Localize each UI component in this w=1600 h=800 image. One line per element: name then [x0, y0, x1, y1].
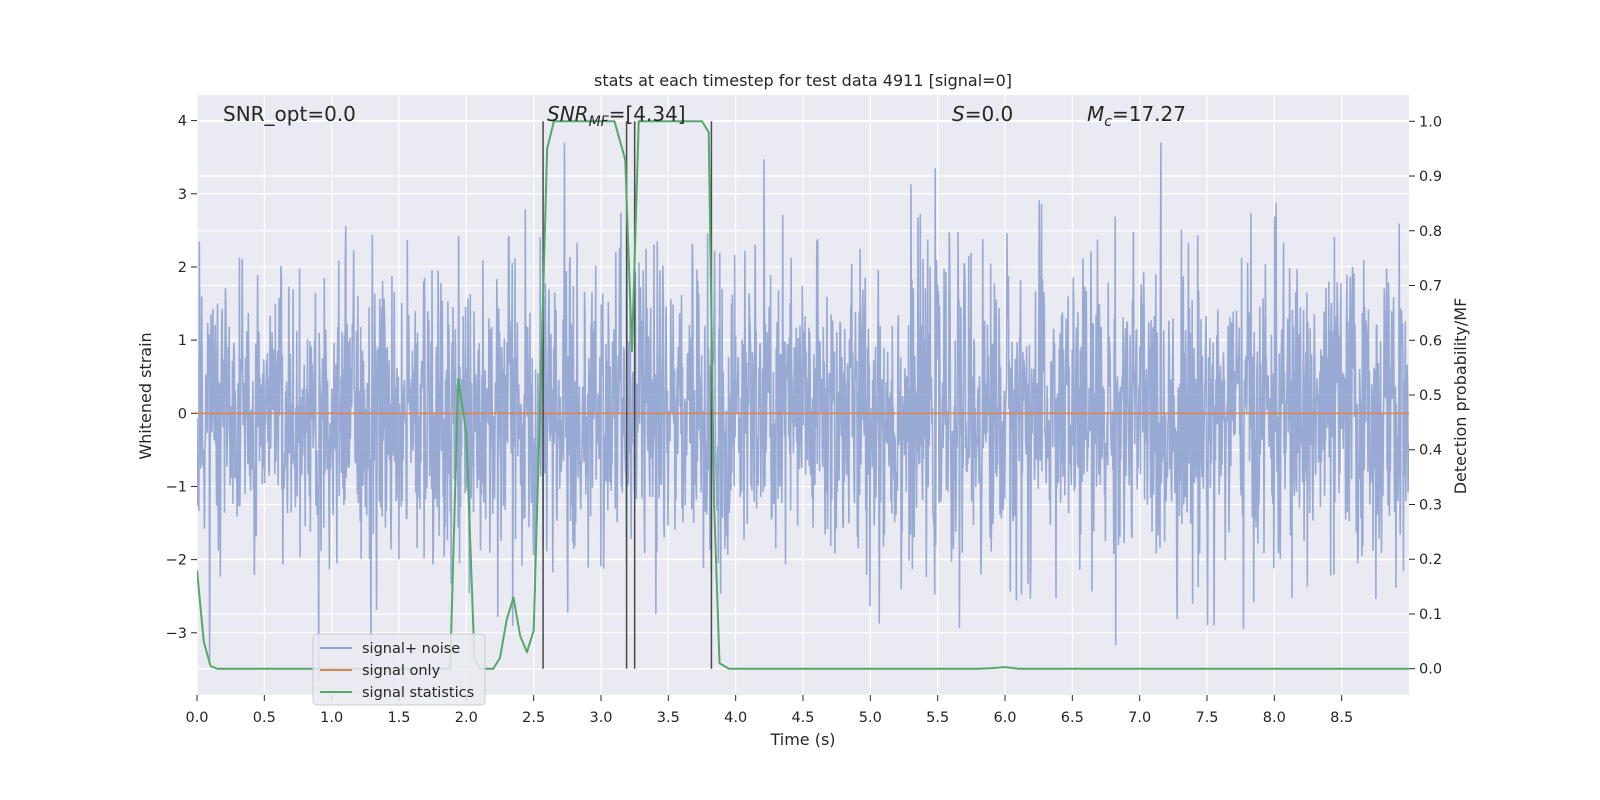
y-axis-right-ticks: 0.0 0.1 0.2 0.3 0.4 0.5 0.6 0.7 0.8 0.9 1.0 [1409, 114, 1442, 678]
annotation-snr-opt: SNR_opt=0.0 [223, 102, 356, 126]
legend: signal+ noise signal only signal statist… [312, 633, 486, 706]
annotation-mc-value: =17.27 [1112, 102, 1186, 126]
annotation-snr-mf: SNRMF=[4.34] [547, 102, 686, 130]
x-tick-label: 5.0 [859, 710, 882, 726]
annotation-snr-mf-value: =[4.34] [609, 102, 686, 126]
chart-title: stats at each timestep for test data 491… [594, 71, 1012, 90]
x-tick-label: 7.5 [1195, 710, 1218, 726]
x-tick-label: 4.5 [791, 710, 814, 726]
x-tick-label: 8.5 [1330, 710, 1353, 726]
legend-label-signal-noise: signal+ noise [362, 641, 460, 657]
legend-box [312, 633, 486, 706]
x-tick-label: 2.0 [455, 710, 478, 726]
x-tick-label: 7.0 [1128, 710, 1151, 726]
annotation-mc: Mc=17.27 [1087, 102, 1186, 130]
signal-noise-series [197, 142, 1409, 682]
x-tick-label: 0.0 [185, 710, 208, 726]
x-tick-label: 1.0 [320, 710, 343, 726]
signal-noise-line [197, 142, 1409, 682]
y-right-tick-label: 0.9 [1419, 169, 1442, 185]
y-left-tick-label: 0 [178, 406, 187, 422]
y-right-tick-label: 0.4 [1419, 443, 1442, 459]
y-right-tick-label: 0.3 [1419, 497, 1442, 513]
y-right-tick-label: 0.2 [1419, 552, 1442, 568]
y-left-tick-label: 4 [178, 114, 187, 130]
x-tick-label: 4.0 [724, 710, 747, 726]
x-tick-label: 6.0 [993, 710, 1016, 726]
y-right-tick-label: 0.0 [1419, 662, 1442, 678]
legend-label-signal-statistics: signal statistics [362, 685, 474, 701]
y-right-tick-label: 0.1 [1419, 607, 1442, 623]
y-left-tick-label: −1 [166, 479, 187, 495]
y-left-tick-label: 2 [178, 260, 187, 276]
legend-label-signal-only: signal only [362, 663, 441, 679]
y-right-tick-label: 0.8 [1419, 224, 1442, 240]
annotation-snr-mf-sub: MF [589, 114, 610, 130]
annotation-s-main: S [952, 102, 965, 126]
x-tick-label: 8.0 [1263, 710, 1286, 726]
annotation-mc-sub: c [1104, 114, 1112, 130]
y-axis-right-label: Detection probability/MF [1451, 298, 1470, 495]
x-tick-label: 5.5 [926, 710, 949, 726]
y-left-tick-label: −2 [166, 553, 187, 569]
y-left-tick-label: 3 [178, 187, 187, 203]
x-axis-ticks: 0.0 0.5 1.0 1.5 2.0 2.5 3.0 3.5 4.0 4.5 5.0 5.5 6.0 6… [185, 695, 1353, 726]
y-right-tick-label: 1.0 [1419, 114, 1442, 130]
y-right-tick-label: 0.6 [1419, 333, 1442, 349]
annotation-s: S=0.0 [952, 102, 1013, 126]
y-axis-left-label: Whitened strain [136, 332, 155, 459]
y-left-tick-label: −3 [166, 626, 187, 642]
vertical-markers [542, 121, 713, 669]
annotation-s-value: =0.0 [965, 102, 1014, 126]
y-left-tick-label: 1 [178, 333, 187, 349]
y-right-tick-label: 0.5 [1419, 388, 1442, 404]
annotation-snr-mf-main: SNR [547, 102, 589, 126]
x-tick-label: 0.5 [253, 710, 276, 726]
x-tick-label: 6.5 [1061, 710, 1084, 726]
x-tick-label: 3.0 [589, 710, 612, 726]
x-tick-label: 2.5 [522, 710, 545, 726]
y-axis-left-ticks: −3 −2 −1 0 1 2 3 4 [166, 114, 197, 642]
x-tick-label: 3.5 [657, 710, 680, 726]
y-right-tick-label: 0.7 [1419, 279, 1442, 295]
x-axis-label: Time (s) [769, 730, 835, 749]
annotation-mc-main: M [1087, 102, 1104, 126]
x-tick-label: 1.5 [387, 710, 410, 726]
